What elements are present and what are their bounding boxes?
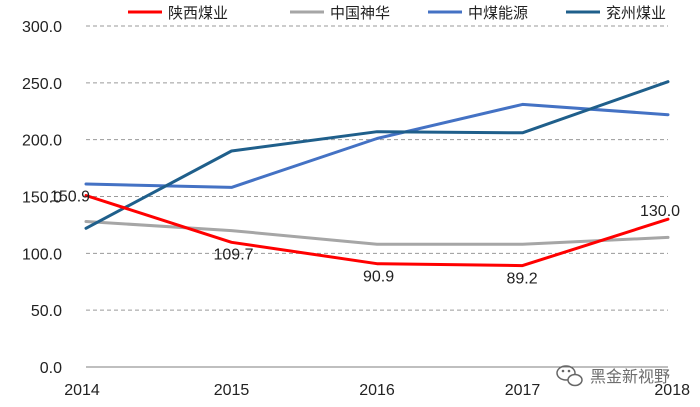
x-tick-label: 2017 <box>505 382 541 399</box>
gridlines <box>86 25 668 311</box>
y-tick-label: 200.0 <box>22 133 62 150</box>
wechat-icon <box>556 365 583 387</box>
legend-label: 中煤能源 <box>468 4 528 22</box>
data-label: 130.0 <box>640 203 680 220</box>
data-labels: 150.9 109.7 90.9 89.2 130.0 <box>50 188 680 287</box>
series-line-1 <box>84 194 670 268</box>
series-line-4 <box>84 80 670 230</box>
series-lines <box>84 80 670 268</box>
legend: 陕西煤业 中国神华 中煤能源 兖州煤业 <box>128 4 666 22</box>
y-tick-label: 0.0 <box>40 360 62 377</box>
legend-label: 陕西煤业 <box>168 4 228 22</box>
watermark-text: 黑金新视野 <box>590 367 670 386</box>
y-tick-label: 100.0 <box>22 246 62 263</box>
axes: 0.0 50.0 100.0 150.0 200.0 250.0 300.0 2014 2015… <box>22 19 690 399</box>
x-tick-label: 2014 <box>64 382 100 399</box>
x-tick-label: 2018 <box>654 382 690 399</box>
data-label: 90.9 <box>363 269 394 286</box>
watermark: 黑金新视野 <box>556 365 670 387</box>
y-tick-label: 250.0 <box>22 76 62 93</box>
series-line-3 <box>84 102 670 189</box>
data-label: 89.2 <box>507 271 538 288</box>
y-tick-label: 150.0 <box>22 190 62 207</box>
y-tick-label: 50.0 <box>31 303 62 320</box>
x-tick-label: 2015 <box>214 382 250 399</box>
data-label: 109.7 <box>214 246 254 263</box>
data-label: 150.9 <box>50 188 90 205</box>
legend-label: 兖州煤业 <box>606 4 666 22</box>
legend-label: 中国神华 <box>330 4 390 22</box>
y-tick-label: 300.0 <box>22 19 62 36</box>
x-tick-label: 2016 <box>359 382 395 399</box>
